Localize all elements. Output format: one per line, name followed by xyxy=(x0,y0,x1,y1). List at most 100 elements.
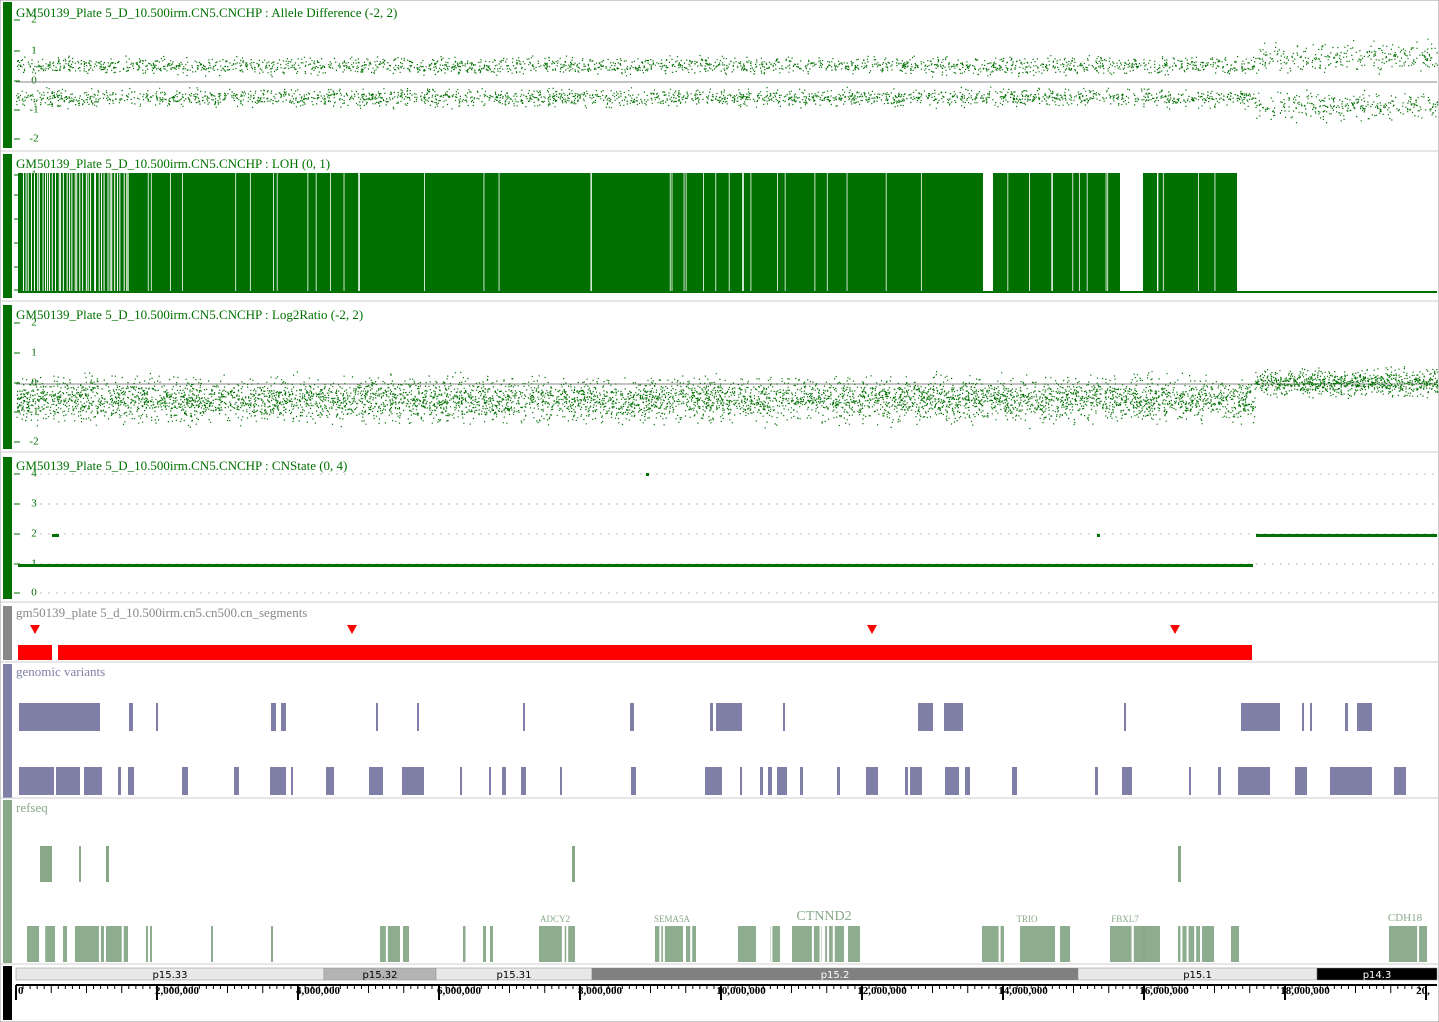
cn-line xyxy=(1256,534,1437,537)
band-label: p15.32 xyxy=(363,970,398,981)
loh-gap-line xyxy=(30,173,32,291)
variant xyxy=(1124,703,1126,731)
exon-gap xyxy=(819,926,822,962)
variant xyxy=(631,767,636,795)
loh-gap-line xyxy=(1157,173,1159,291)
variant xyxy=(270,767,286,795)
variant xyxy=(560,767,562,795)
gene xyxy=(655,926,683,962)
loh-gap-line xyxy=(103,173,105,291)
exon-gap xyxy=(1322,926,1325,962)
loh-gap-line xyxy=(315,173,317,291)
loh-gap-line xyxy=(62,173,64,291)
tick-label: 1 xyxy=(31,347,37,359)
exon-gap xyxy=(385,926,388,962)
gene-label: FBXL7 xyxy=(1111,914,1139,924)
exon-gap xyxy=(770,926,773,962)
variant xyxy=(760,767,763,795)
log2-points xyxy=(16,366,1439,430)
cn-line xyxy=(18,564,1253,567)
exon-gap xyxy=(823,926,826,962)
loh-gap-line xyxy=(590,173,592,291)
loh-gap-line xyxy=(1107,173,1109,291)
loh-gap-line xyxy=(728,173,730,291)
variant xyxy=(1357,703,1372,731)
exon-gap xyxy=(1268,926,1271,962)
variant xyxy=(800,767,803,795)
loh-gap-line xyxy=(111,173,113,291)
tick-label: 2 xyxy=(31,14,37,26)
exon-gap xyxy=(43,926,46,962)
exon-gap xyxy=(1093,926,1096,962)
loh-gap-line xyxy=(669,173,671,291)
loh-gap-line xyxy=(1162,173,1164,291)
exon-gap xyxy=(690,926,693,962)
exon-gap xyxy=(659,926,662,962)
variant xyxy=(56,767,80,795)
loh-gap-line xyxy=(685,173,687,291)
loh-gap-line xyxy=(45,173,47,291)
cn-point xyxy=(1097,534,1100,537)
exon-gap xyxy=(623,926,626,962)
exon-gap xyxy=(562,926,565,962)
gene xyxy=(380,926,400,962)
exon-gap xyxy=(1089,926,1092,962)
variant xyxy=(918,703,933,731)
exon-gap xyxy=(321,926,324,962)
exon-gap xyxy=(662,926,665,962)
cn-point xyxy=(646,473,649,476)
exon-gap xyxy=(827,926,830,962)
ruler-label: 10,000,000 xyxy=(716,985,766,997)
variant xyxy=(945,767,959,795)
variant xyxy=(182,767,188,795)
loh-gap-line xyxy=(22,173,24,291)
ruler-label: 2,000,000 xyxy=(155,985,200,997)
exon-gap xyxy=(315,926,318,962)
variant xyxy=(768,767,772,795)
track-title: GM50139_Plate 5_D_10.500irm.CN5.CNCHP : … xyxy=(16,458,347,473)
exon-gap xyxy=(1351,926,1354,962)
loh-gap-line xyxy=(49,173,51,291)
track-sidebar xyxy=(3,305,12,449)
track-sidebar xyxy=(3,2,12,148)
loh-gap-line xyxy=(498,173,500,291)
track-title: refseq xyxy=(16,800,48,815)
loh-gap-line xyxy=(1214,173,1216,291)
loh-gap-line xyxy=(59,173,61,291)
variant xyxy=(783,703,785,731)
exon-gap xyxy=(292,926,295,962)
variant xyxy=(905,767,908,795)
exon-gap xyxy=(359,926,362,962)
variant xyxy=(1394,767,1406,795)
gene xyxy=(40,846,52,882)
ruler-label: 0 xyxy=(18,985,24,997)
variant xyxy=(19,767,54,795)
segment xyxy=(58,645,1252,660)
variant xyxy=(716,703,742,731)
loh-gap-line xyxy=(1072,173,1074,291)
loh-gap-line xyxy=(683,173,685,291)
variant xyxy=(376,703,378,731)
exon-gap xyxy=(1131,926,1134,962)
variant xyxy=(271,703,276,731)
loh-gap-line xyxy=(33,173,35,291)
variant xyxy=(502,767,506,795)
loh-gap-line xyxy=(784,173,786,291)
exon-gap xyxy=(1186,926,1189,962)
loh-gap-line xyxy=(127,173,129,291)
loh-gap-line xyxy=(743,173,744,291)
ruler-label: 4,000,000 xyxy=(296,985,341,997)
exon-gap xyxy=(72,926,75,962)
exon-gap xyxy=(505,926,508,962)
gene xyxy=(1110,926,1145,962)
variant xyxy=(777,767,787,795)
loh-gap-line xyxy=(703,173,704,291)
loh-gap-line xyxy=(307,173,309,291)
allele-points xyxy=(16,38,1439,124)
cn-point xyxy=(52,534,59,537)
loh-gap-line xyxy=(1086,173,1088,291)
exon-gap xyxy=(1417,926,1420,962)
loh-gap-line xyxy=(58,173,60,291)
loh-gap-line xyxy=(85,173,87,291)
